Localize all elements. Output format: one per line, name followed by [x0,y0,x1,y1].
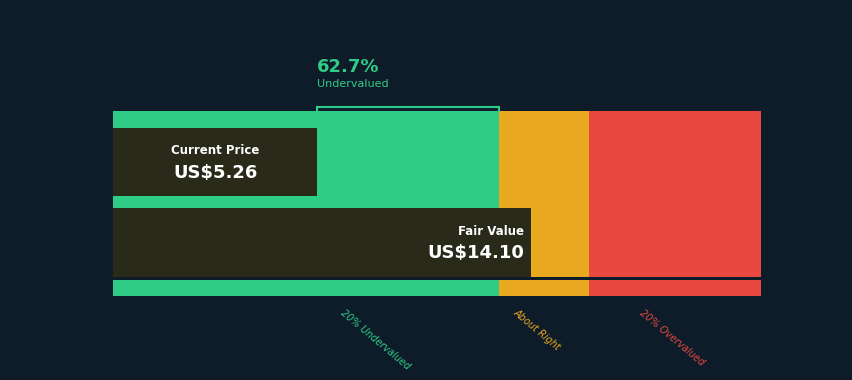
Text: 20% Overvalued: 20% Overvalued [636,307,705,367]
Text: 62.7%: 62.7% [317,58,379,76]
Bar [113,196,498,208]
Bar [589,128,760,196]
Bar [113,208,531,277]
Bar [113,128,317,196]
Text: US$5.26: US$5.26 [173,164,257,182]
Bar [498,196,589,208]
Text: Undervalued: Undervalued [317,79,389,90]
Bar [498,111,589,128]
Bar [113,208,498,277]
Bar [589,208,760,277]
Bar [498,208,589,277]
Text: About Right: About Right [511,307,561,352]
Bar [589,196,760,208]
Text: US$14.10: US$14.10 [427,244,524,263]
Bar [498,128,589,196]
Bar [589,280,760,296]
Bar [113,280,498,296]
Text: Current Price: Current Price [171,144,259,157]
Text: Fair Value: Fair Value [458,225,524,238]
Bar [113,111,498,128]
Bar [498,280,589,296]
Bar [113,128,498,196]
Bar [589,111,760,128]
Text: 20% Undervalued: 20% Undervalued [338,307,412,371]
